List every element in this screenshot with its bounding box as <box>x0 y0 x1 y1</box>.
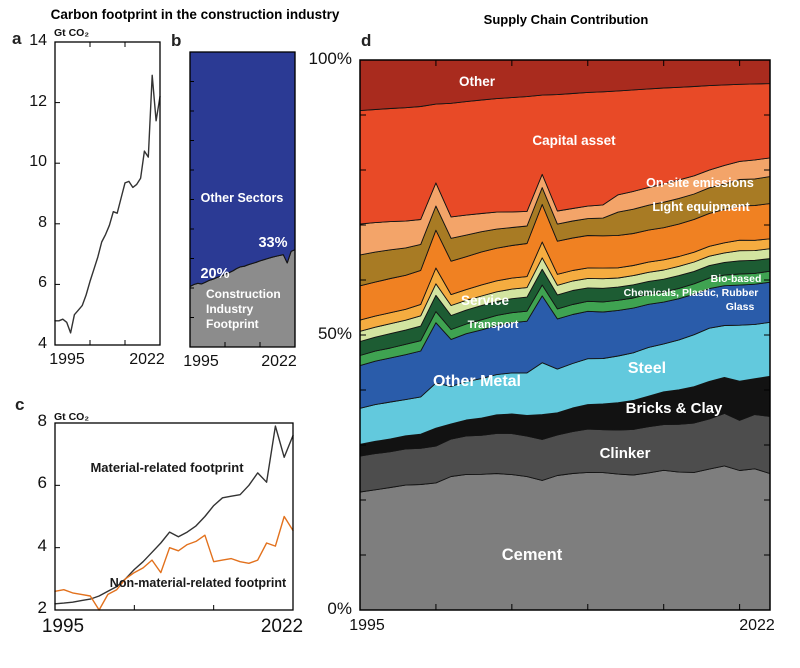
figure-canvas: Carbon footprint in the construction ind… <box>12 7 775 637</box>
figure-chart-canvas <box>54 41 771 611</box>
